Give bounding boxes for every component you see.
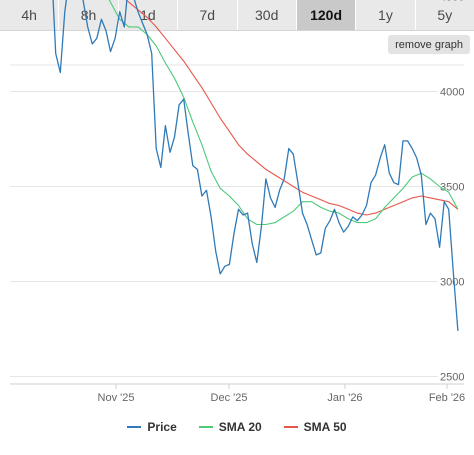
legend-item-sma-50[interactable]: SMA 50 bbox=[283, 420, 347, 434]
tab-30d[interactable]: 30d bbox=[238, 0, 297, 30]
tab-5y[interactable]: 5y bbox=[437, 7, 453, 23]
y-tick-label: 2500 bbox=[440, 372, 464, 384]
series-line-price bbox=[52, 0, 459, 331]
legend-item-price[interactable]: Price bbox=[127, 420, 177, 434]
y-tick-label: 3000 bbox=[440, 277, 464, 289]
series-line-sma-50 bbox=[125, 0, 459, 216]
x-tick-label: Dec '25 bbox=[211, 392, 248, 404]
legend-item-sma-20[interactable]: SMA 20 bbox=[198, 420, 262, 434]
y-tick-label: 3500 bbox=[440, 182, 464, 194]
legend-swatch bbox=[127, 426, 142, 428]
legend-label: SMA 50 bbox=[303, 420, 347, 434]
timeframe-tabs: 4h 8h 1d 7d 30d 120d 1y 5y bbox=[0, 0, 474, 31]
legend-swatch bbox=[198, 426, 213, 428]
series-line-sma-20 bbox=[108, 0, 459, 226]
x-tick-label: Jan '26 bbox=[327, 392, 362, 404]
tab-7d[interactable]: 7d bbox=[178, 0, 238, 30]
tab-4h[interactable]: 4h bbox=[0, 0, 60, 30]
x-tick-label: Nov '25 bbox=[98, 392, 135, 404]
chart-legend: Price SMA 20 SMA 50 bbox=[0, 420, 474, 434]
tab-1y[interactable]: 1y bbox=[356, 0, 416, 30]
y-tick-label: 4000 bbox=[440, 87, 464, 99]
legend-label: Price bbox=[147, 420, 177, 434]
tab-1d[interactable]: 1d bbox=[119, 0, 179, 30]
y-tick-label: 4500 bbox=[440, 0, 464, 4]
tab-120d[interactable]: 120d bbox=[296, 0, 357, 30]
remove-graph-button[interactable]: remove graph bbox=[388, 35, 470, 54]
legend-label: SMA 20 bbox=[218, 420, 262, 434]
x-tick-label: Feb '26 bbox=[429, 392, 465, 404]
legend-swatch bbox=[283, 426, 298, 428]
